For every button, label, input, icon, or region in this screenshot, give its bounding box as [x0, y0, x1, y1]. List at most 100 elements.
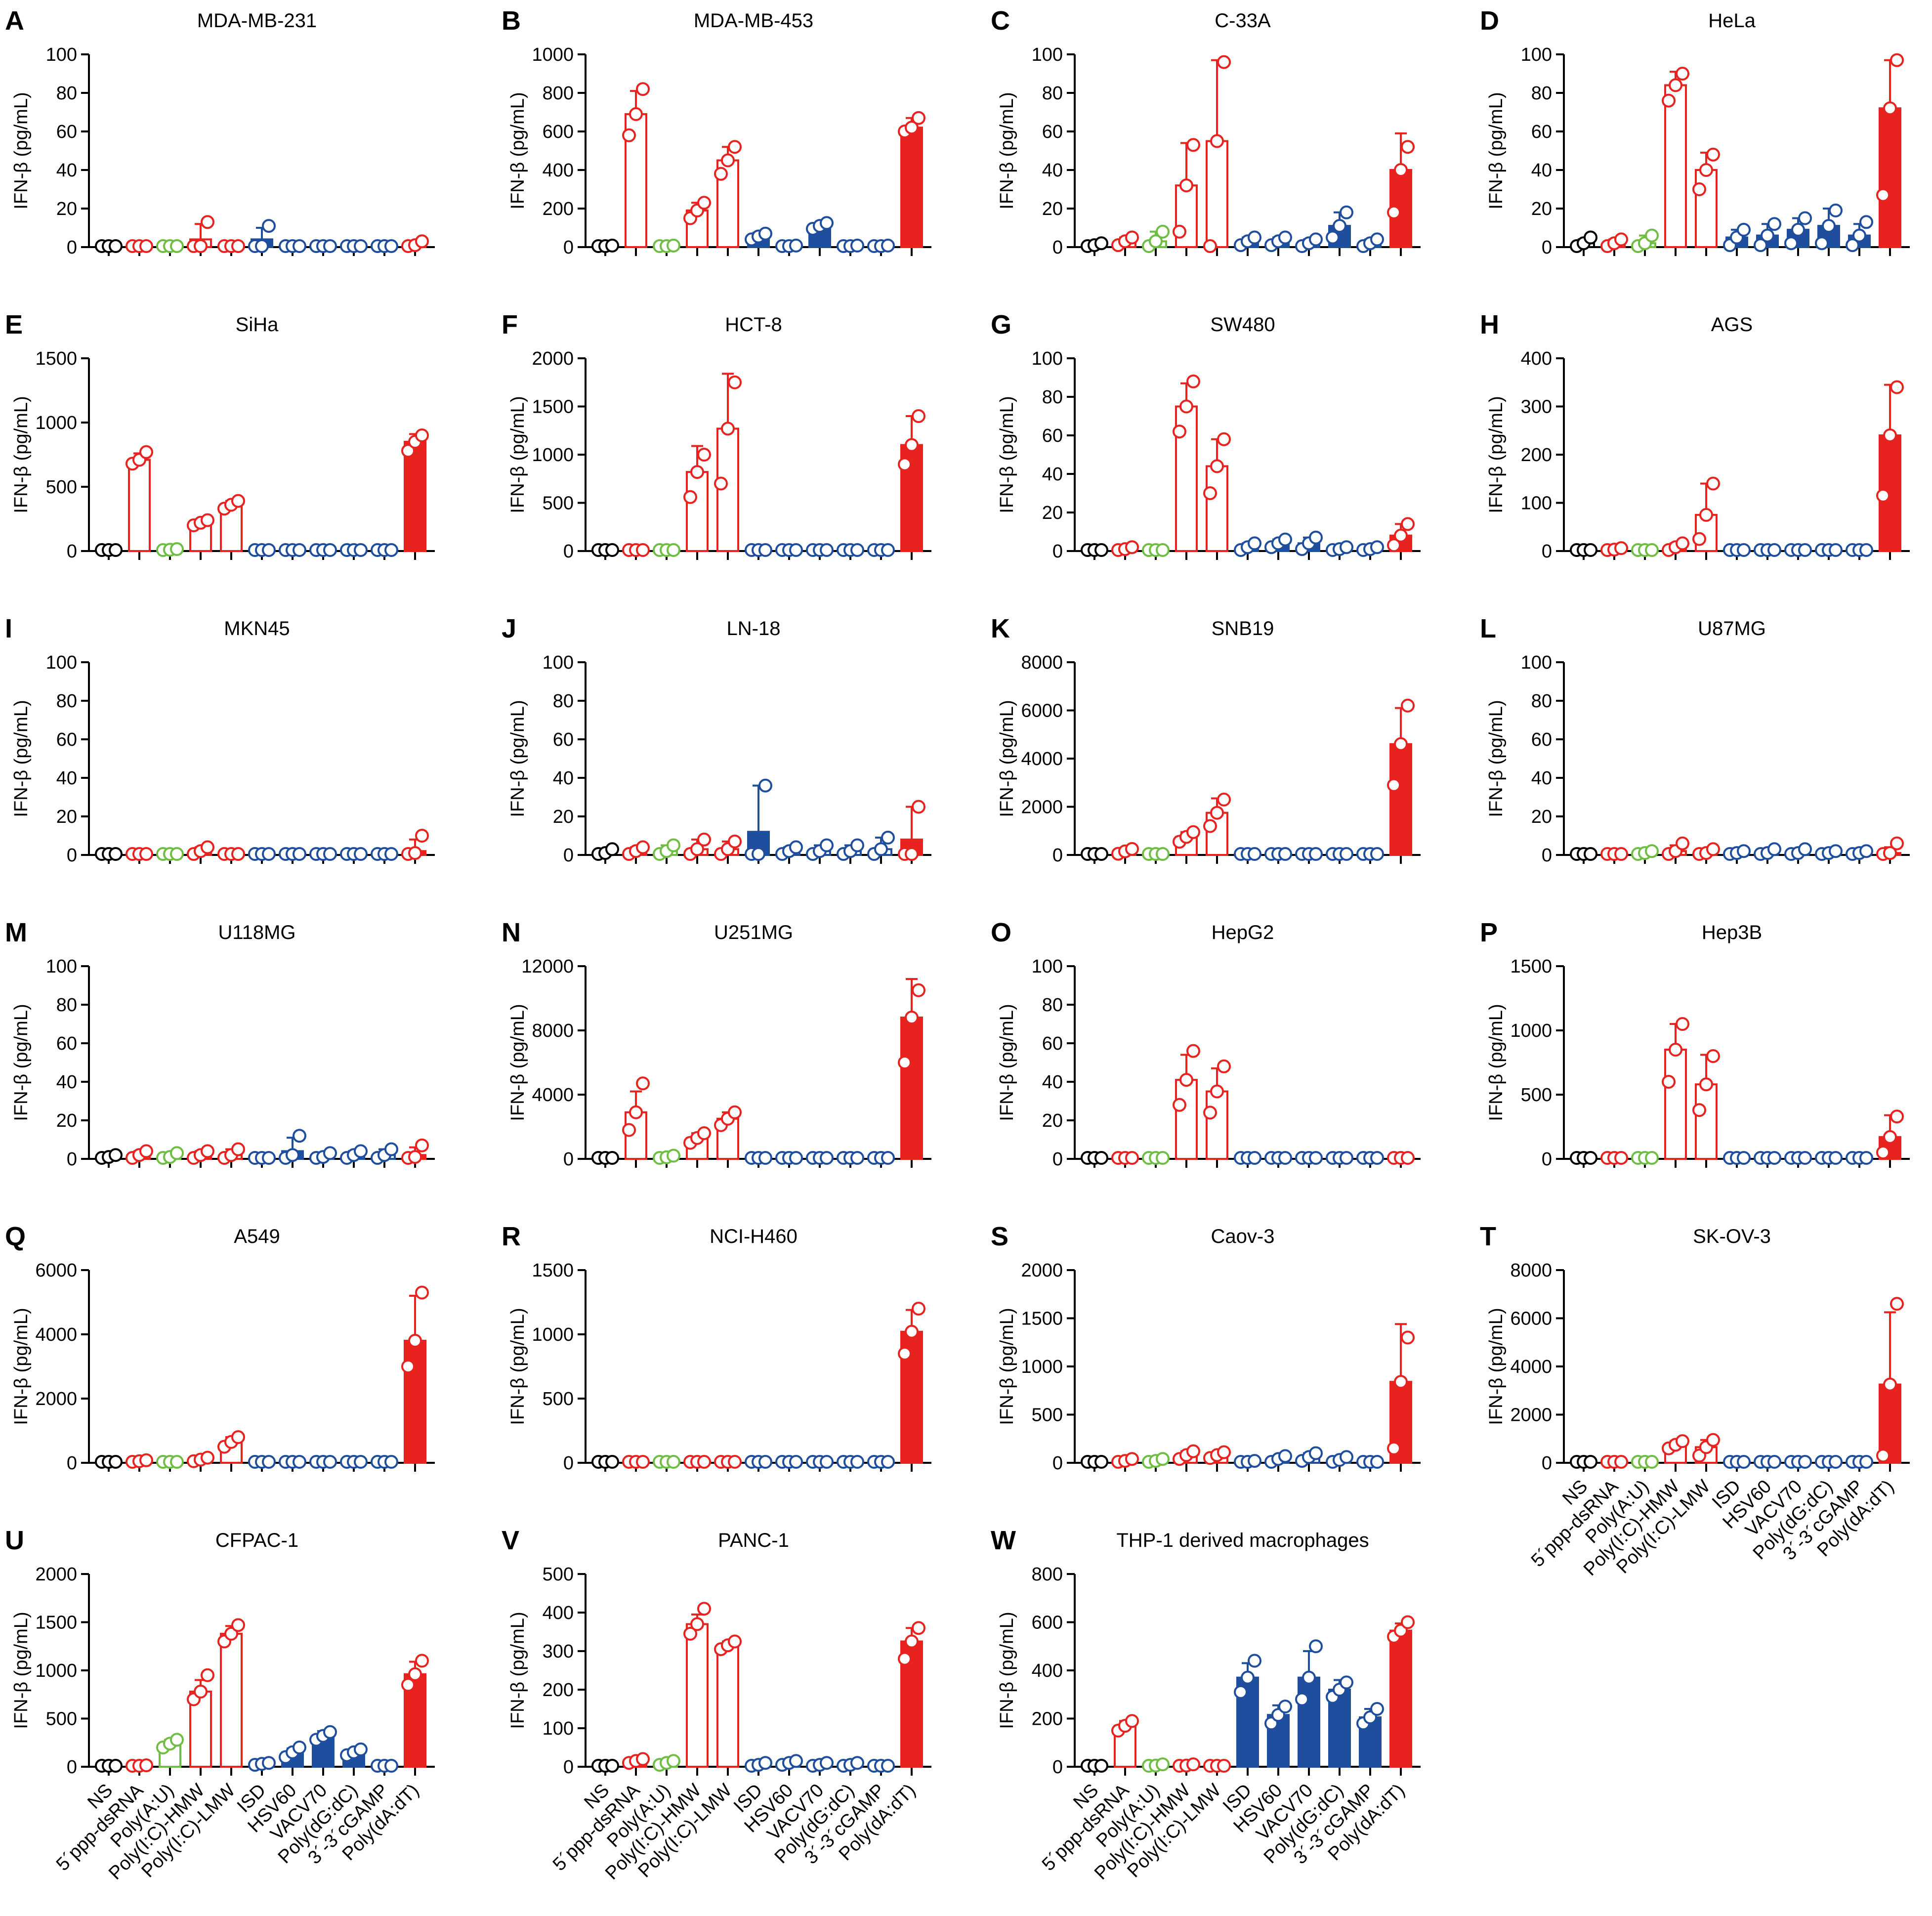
point-P-6-2 — [1767, 1151, 1781, 1165]
point-W-9-2 — [1370, 1702, 1384, 1716]
y-axis-label-U: IFN-β (pg/mL) — [11, 1612, 32, 1729]
point-T-10-0 — [1876, 1448, 1890, 1463]
point-I-6-2 — [293, 847, 306, 861]
point-L-2-2 — [1645, 844, 1659, 858]
point-M-0-2 — [109, 1148, 123, 1162]
point-S-10-2 — [1401, 1330, 1415, 1345]
point-H-10-0 — [1876, 488, 1890, 503]
y-axis-label-N: IFN-β (pg/mL) — [507, 1004, 528, 1121]
point-L-10-2 — [1890, 836, 1904, 851]
point-F-4-2 — [728, 375, 742, 389]
point-D-10-1 — [1883, 101, 1897, 116]
point-A-1-2 — [139, 239, 153, 253]
panel-letter-S: S — [991, 1222, 1008, 1251]
y-tick-label-M: 80 — [56, 995, 77, 1016]
point-V-3-1 — [690, 1617, 704, 1631]
point-K-9-2 — [1370, 847, 1384, 861]
y-tick-label-K: 0 — [1052, 845, 1063, 866]
panel-D: D HeLa IFN-β (pg/mL) 0 20 40 60 80 100 — [1480, 6, 1910, 258]
point-K-0-2 — [1094, 847, 1108, 861]
y-tick-label-D: 100 — [1521, 44, 1552, 65]
panel-G: G SW480 IFN-β (pg/mL) 0 20 40 60 80 100 — [991, 310, 1421, 562]
point-N-1-2 — [636, 1076, 650, 1091]
y-tick-label-L: 20 — [1531, 807, 1552, 827]
point-T-10-2 — [1890, 1297, 1904, 1311]
point-O-4-2 — [1217, 1059, 1231, 1073]
y-tick-label-I: 20 — [56, 807, 77, 827]
panel-title-D: HeLa — [1708, 10, 1756, 32]
point-G-0-2 — [1094, 543, 1108, 557]
y-tick-label-D: 0 — [1542, 237, 1552, 258]
y-tick-label-A: 60 — [56, 122, 77, 142]
y-tick-label-R: 1500 — [532, 1260, 574, 1281]
point-D-3-0 — [1662, 93, 1676, 108]
point-B-8-2 — [850, 238, 864, 253]
point-C-4-1 — [1210, 134, 1224, 148]
panel-J: J LN-18 IFN-β (pg/mL) 0 20 40 60 80 100 — [502, 614, 931, 866]
point-E-1-2 — [139, 445, 153, 459]
point-R-8-2 — [850, 1455, 864, 1469]
panel-letter-G: G — [991, 310, 1011, 340]
point-Q-4-2 — [231, 1430, 245, 1444]
point-H-7-2 — [1798, 543, 1812, 557]
point-B-6-2 — [789, 238, 803, 253]
point-B-3-2 — [697, 196, 711, 210]
panel-title-A: MDA-MB-231 — [197, 10, 317, 32]
panel-letter-N: N — [502, 918, 521, 947]
point-V-0-2 — [605, 1759, 619, 1773]
point-E-4-2 — [231, 494, 245, 508]
point-A-7-2 — [323, 239, 337, 253]
bar-F-10 — [900, 444, 923, 552]
point-C-3-1 — [1179, 178, 1193, 193]
y-tick-label-V: 300 — [543, 1641, 574, 1662]
point-H-10-2 — [1890, 380, 1904, 394]
point-U-5-2 — [262, 1756, 276, 1770]
point-A-3-1 — [194, 239, 208, 253]
y-tick-label-F: 500 — [543, 493, 574, 514]
y-tick-label-J: 40 — [553, 768, 574, 789]
point-D-6-2 — [1767, 217, 1781, 231]
panel-letter-F: F — [502, 310, 518, 340]
y-tick-label-W: 400 — [1032, 1661, 1063, 1681]
point-R-4-2 — [728, 1455, 742, 1469]
point-M-3-2 — [201, 1144, 214, 1158]
point-L-9-2 — [1859, 844, 1873, 858]
point-B-4-0 — [714, 167, 728, 181]
point-K-10-2 — [1401, 698, 1415, 713]
point-I-1-2 — [139, 847, 153, 861]
point-H-5-2 — [1737, 543, 1751, 557]
point-D-7-1 — [1791, 222, 1805, 237]
y-axis-label-V: IFN-β (pg/mL) — [507, 1612, 528, 1729]
point-V-7-2 — [820, 1756, 834, 1770]
point-V-2-2 — [667, 1754, 680, 1768]
point-W-6-2 — [1278, 1700, 1292, 1714]
bar-D-3 — [1664, 84, 1687, 248]
bar-C-4 — [1206, 140, 1228, 248]
panel-letter-B: B — [502, 6, 521, 36]
point-M-1-2 — [139, 1144, 153, 1158]
point-P-7-2 — [1798, 1151, 1812, 1165]
y-tick-label-C: 0 — [1052, 237, 1063, 258]
y-tick-label-M: 0 — [67, 1149, 77, 1170]
y-tick-label-Q: 4000 — [35, 1324, 77, 1345]
point-L-7-2 — [1798, 842, 1812, 856]
panel-P: P Hep3B IFN-β (pg/mL) 0 500 1000 1500 — [1480, 918, 1910, 1170]
y-tick-label-Q: 2000 — [35, 1389, 77, 1409]
y-axis-label-J: IFN-β (pg/mL) — [507, 700, 528, 817]
point-G-9-2 — [1370, 540, 1384, 554]
y-tick-label-J: 100 — [543, 652, 574, 673]
y-tick-label-F: 1000 — [532, 445, 574, 466]
panel-title-H: AGS — [1711, 314, 1753, 336]
point-R-7-2 — [820, 1455, 834, 1469]
point-E-3-2 — [201, 513, 214, 527]
panel-title-V: PANC-1 — [718, 1530, 789, 1551]
point-S-1-2 — [1125, 1452, 1139, 1466]
point-O-6-2 — [1278, 1151, 1292, 1165]
panel-title-E: SiHa — [236, 314, 279, 336]
point-E-10-0 — [401, 444, 415, 458]
panel-letter-P: P — [1480, 918, 1498, 947]
point-L-8-2 — [1829, 844, 1843, 858]
point-H-6-2 — [1767, 543, 1781, 557]
point-T-6-2 — [1767, 1455, 1781, 1469]
panel-K: K SNB19 IFN-β (pg/mL) 0 2000 4000 6000 8000 — [991, 614, 1421, 866]
